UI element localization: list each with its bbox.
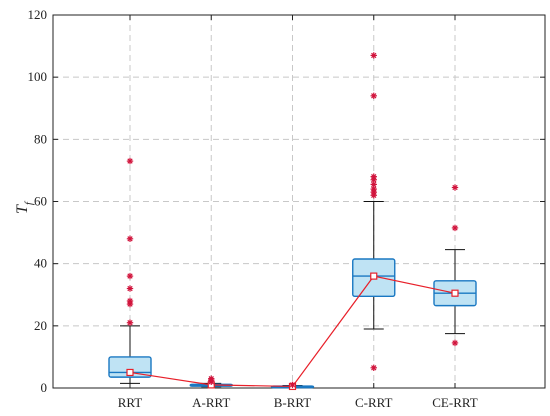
outlier-point [451, 184, 459, 191]
y-tick-label: 100 [28, 69, 48, 84]
outlier-stroke [371, 173, 377, 180]
outlier-stroke [452, 184, 458, 191]
outlier-point [126, 285, 134, 292]
outlier-point [126, 272, 134, 280]
y-tick-label: 40 [34, 256, 47, 271]
outlier-stroke [127, 298, 133, 304]
outlier-point [126, 319, 134, 326]
outlier-point [126, 157, 134, 165]
outlier-stroke [371, 186, 377, 192]
y-tick-label: 60 [34, 194, 47, 209]
grid-lines [53, 15, 545, 388]
outlier-stroke [127, 285, 133, 292]
outlier-point [126, 297, 134, 305]
outlier-stroke [127, 236, 133, 242]
outlier-point [370, 52, 377, 59]
outlier-point [289, 381, 296, 389]
outlier-stroke [289, 382, 296, 388]
outlier-stroke [371, 52, 377, 59]
y-axis-label: Tf [14, 200, 35, 214]
mean-marker [370, 272, 378, 280]
x-tick-label: C-RRT [355, 395, 393, 410]
outlier-stroke [208, 376, 214, 382]
outliers [126, 52, 459, 389]
mean-marker [451, 289, 459, 297]
outlier-stroke [371, 365, 377, 371]
outlier-point [451, 339, 459, 347]
x-tick-label: RRT [118, 395, 143, 410]
outlier-stroke [127, 320, 133, 326]
outlier-point [451, 224, 459, 232]
axes: 0 20 40 60 80 100 120 RRT A-RRT B-RRT C-RRT CE-RRT [28, 7, 546, 410]
outlier-point [370, 173, 377, 180]
outlier-stroke [127, 158, 133, 164]
outlier-point [370, 364, 377, 371]
outlier-stroke [452, 340, 458, 346]
outlier-stroke [371, 93, 377, 99]
y-tick-label: 80 [34, 131, 47, 146]
y-tick-label: 120 [28, 7, 48, 22]
outlier-stroke [127, 273, 133, 279]
y-tick-label: 20 [34, 318, 47, 333]
y-tick-label: 0 [41, 380, 48, 395]
outlier-point [208, 375, 215, 382]
x-tick-label: B-RRT [274, 395, 312, 410]
outlier-point [126, 235, 134, 242]
outlier-point [370, 92, 377, 100]
outlier-stroke [452, 225, 458, 231]
x-tick-label: CE-RRT [432, 395, 478, 410]
outlier-stroke [371, 181, 377, 188]
x-tick-label: A-RRT [192, 395, 230, 410]
mean-marker [126, 368, 134, 377]
